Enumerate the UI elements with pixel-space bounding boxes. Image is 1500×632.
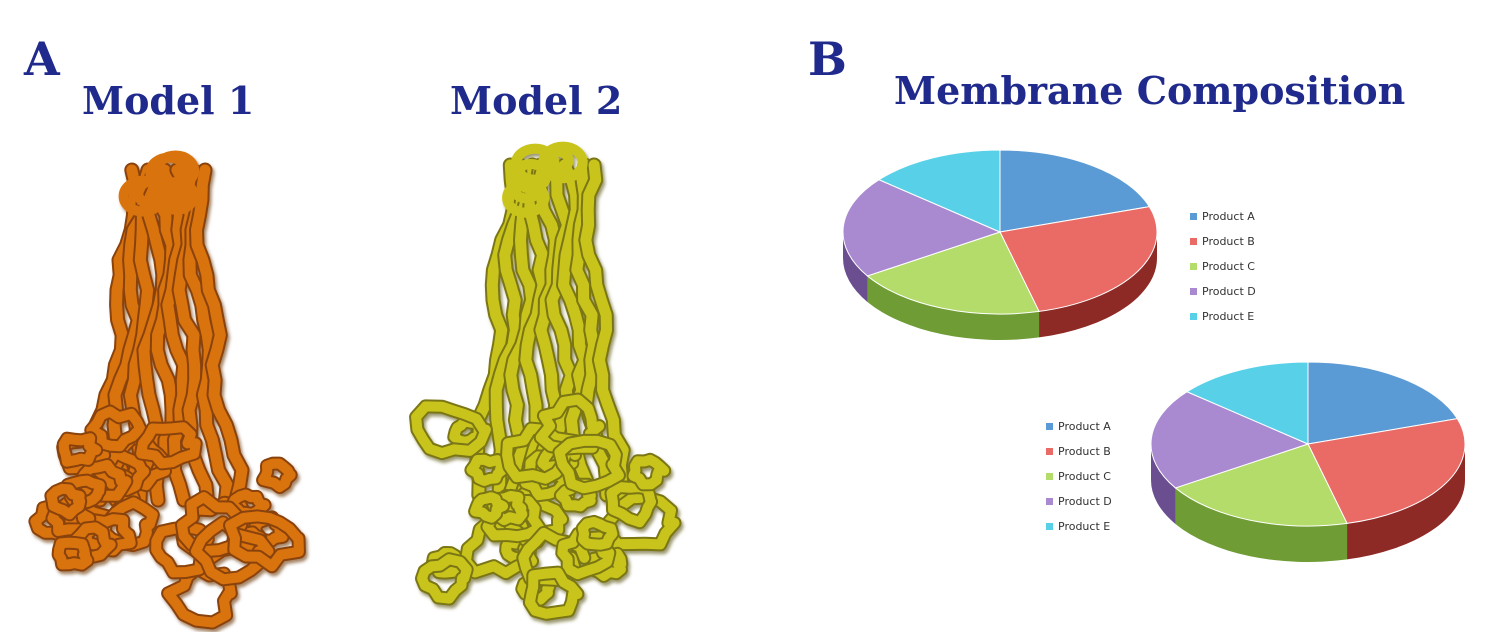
protein-strand bbox=[159, 164, 190, 506]
legend-label: Product D bbox=[1202, 285, 1256, 298]
protein-strand bbox=[191, 164, 248, 506]
protein-loop bbox=[86, 406, 146, 452]
legend-swatch bbox=[1046, 498, 1053, 505]
pie-chart-2-legend: Product A Product B Product C Product D Prod… bbox=[1046, 420, 1112, 533]
legend-swatch bbox=[1190, 288, 1197, 295]
protein-loop bbox=[628, 454, 670, 490]
protein-top-loop bbox=[118, 175, 168, 217]
legend-label: Product B bbox=[1202, 235, 1255, 248]
legend-swatch bbox=[1190, 213, 1197, 220]
protein-loop bbox=[151, 521, 217, 578]
pie-slice bbox=[1307, 361, 1459, 445]
protein-loop bbox=[577, 516, 618, 550]
legend-swatch bbox=[1046, 423, 1053, 430]
pie-slice bbox=[999, 149, 1151, 233]
legend-swatch bbox=[1046, 523, 1053, 530]
chart-title: Membrane Composition bbox=[894, 68, 1406, 113]
legend-label: Product A bbox=[1202, 210, 1255, 223]
pie-slice bbox=[877, 149, 1001, 233]
protein-loop bbox=[554, 435, 624, 494]
protein-loop bbox=[136, 422, 201, 469]
pie-slice bbox=[1307, 418, 1466, 524]
model-2-title: Model 2 bbox=[450, 78, 623, 123]
model-1-title: Model 1 bbox=[82, 78, 255, 123]
legend-label: Product B bbox=[1058, 445, 1111, 458]
protein-loop bbox=[190, 517, 274, 585]
protein-loop bbox=[58, 433, 102, 467]
legend-label: Product C bbox=[1202, 260, 1255, 273]
panel-label-b: B bbox=[808, 32, 847, 86]
protein-top-loop bbox=[502, 178, 550, 218]
pie-slice-side bbox=[1175, 487, 1348, 562]
protein-loop bbox=[53, 537, 93, 570]
protein-loop bbox=[46, 483, 86, 520]
pie-chart-1-legend: Product A Product B Product C Product D Prod… bbox=[1190, 210, 1256, 323]
pie-slice bbox=[866, 231, 1040, 315]
pie-slice bbox=[842, 179, 1002, 277]
pie-slice-side bbox=[843, 232, 868, 302]
protein-loop bbox=[258, 458, 296, 492]
protein-loop bbox=[417, 554, 472, 604]
legend-swatch bbox=[1046, 448, 1053, 455]
legend-label: Product A bbox=[1058, 420, 1111, 433]
legend-swatch bbox=[1190, 238, 1197, 245]
pie-slice bbox=[1185, 361, 1309, 445]
legend-label: Product E bbox=[1058, 520, 1110, 533]
protein-strand bbox=[150, 164, 178, 506]
legend-swatch bbox=[1190, 313, 1197, 320]
protein-top-loop bbox=[541, 146, 574, 175]
pie-slice-side bbox=[867, 275, 1040, 340]
protein-loop bbox=[470, 492, 508, 523]
pie-slice-side bbox=[1039, 232, 1157, 338]
protein-loop bbox=[502, 423, 580, 484]
protein-loop bbox=[225, 511, 304, 572]
pie-slice bbox=[1150, 391, 1310, 489]
legend-label: Product E bbox=[1202, 310, 1254, 323]
pie-slice-side bbox=[1347, 444, 1465, 560]
protein-loop bbox=[466, 454, 508, 486]
legend-swatch bbox=[1046, 473, 1053, 480]
protein-loop bbox=[411, 401, 491, 459]
pie-slice bbox=[1174, 443, 1348, 527]
pie-slice bbox=[999, 206, 1158, 312]
legend-label: Product C bbox=[1058, 470, 1111, 483]
protein-loop bbox=[524, 567, 583, 619]
legend-label: Product D bbox=[1058, 495, 1112, 508]
panel-label-a: A bbox=[24, 32, 60, 86]
legend-swatch bbox=[1190, 263, 1197, 270]
protein-strand bbox=[580, 159, 629, 501]
pie-slice-side bbox=[1151, 444, 1176, 524]
